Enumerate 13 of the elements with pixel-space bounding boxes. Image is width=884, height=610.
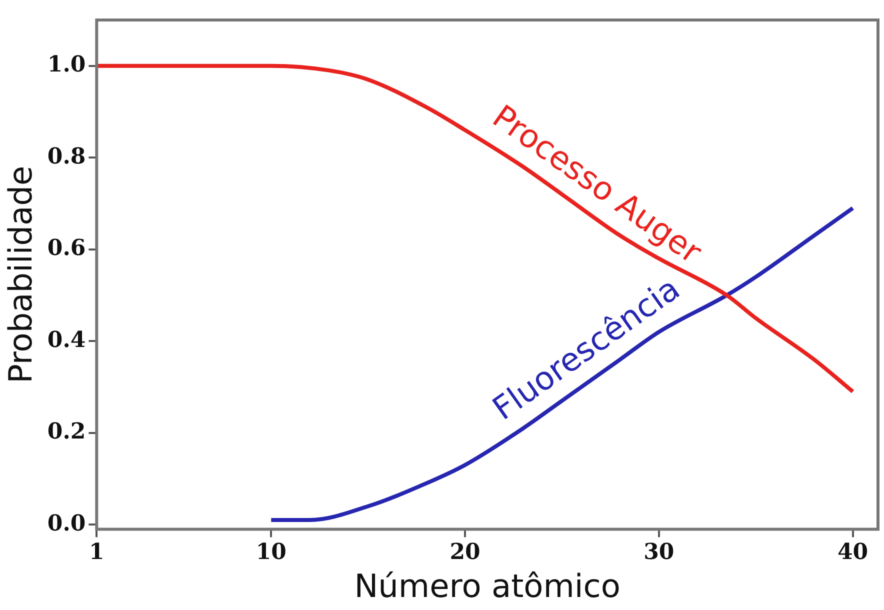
x-tick-label: 20 <box>450 539 480 566</box>
y-axis-title: Probabilidade <box>2 166 40 384</box>
y-tick-label: 0.0 <box>47 510 86 536</box>
x-tick-label: 1 <box>89 539 104 566</box>
x-tick-label: 30 <box>644 539 674 566</box>
x-axis-title: Número atômico <box>354 567 620 606</box>
y-tick-label: 0.8 <box>47 143 86 170</box>
y-tick-label: 1.0 <box>47 52 86 78</box>
y-tick-label: 0.6 <box>47 235 86 262</box>
y-tick-label: 0.4 <box>47 326 86 353</box>
x-tick-label: 10 <box>256 539 286 566</box>
y-tick-label: 0.2 <box>47 418 86 445</box>
x-tick-label: 40 <box>837 539 868 566</box>
